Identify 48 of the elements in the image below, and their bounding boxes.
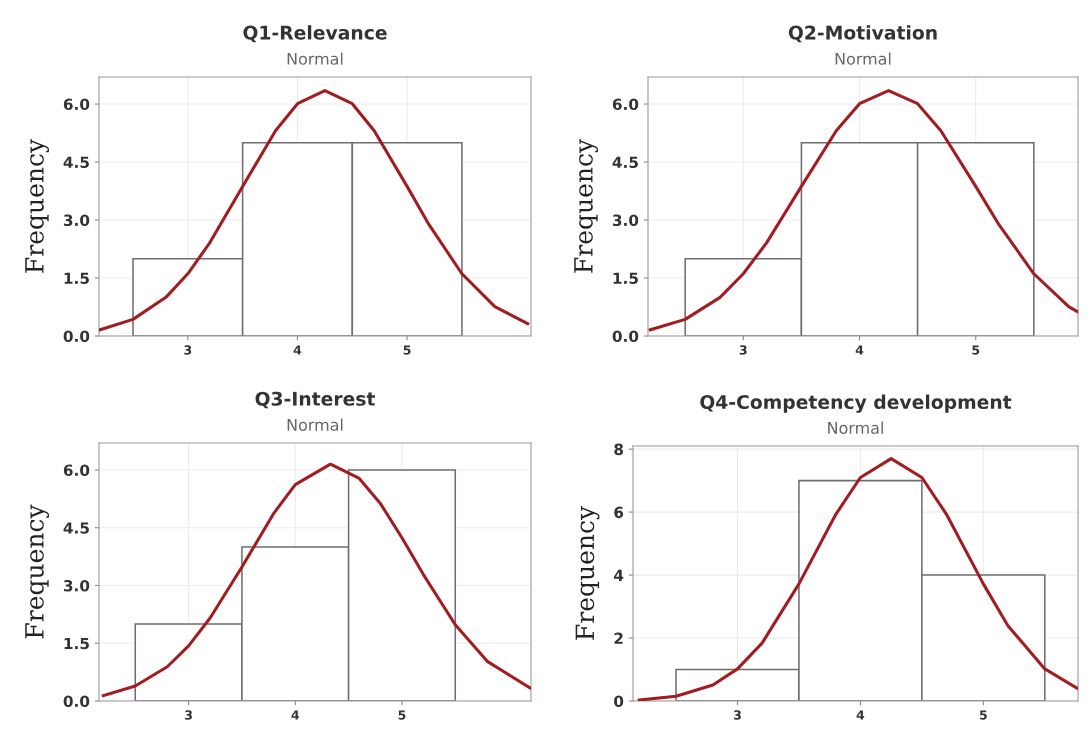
line-series [637,457,1078,701]
x-tick-label: 5 [403,345,411,355]
x-tick-label: 3 [733,710,741,720]
y-tick-label: 1.5 [64,637,89,650]
y-tick-label: 0.0 [63,330,90,343]
x-tick-label: 5 [979,710,987,720]
y-axis-title: Frequency [574,138,599,273]
chart-title: Q2-Motivation [788,25,937,43]
x-tick-label: 4 [856,710,865,720]
y-tick-label: 2 [614,632,623,644]
y-tick-label: 4.5 [612,156,638,169]
y-axis-title: Frequency [25,504,50,639]
x-tick-label: 4 [291,710,300,720]
chart-subtitle: Normal [287,418,343,431]
chart-subtitle: Normal [828,421,883,434]
chart-title: Q4-Competency development [700,394,1012,413]
y-tick-label: 1.5 [613,272,638,285]
y-tick-label: 6.0 [63,98,90,111]
x-tick-label: 3 [184,345,192,355]
y-tick-label: 3.0 [63,579,90,592]
y-tick-label: 3.0 [612,214,639,227]
line-series [99,89,530,332]
y-tick-label: 6.0 [612,98,639,111]
y-tick-label: 0 [614,695,624,708]
y-tick-label: 4.5 [63,522,89,534]
x-tick-label: 4 [855,345,864,355]
y-tick-label: 6.0 [63,464,90,476]
y-axis-title: Frequency [25,138,50,273]
x-tick-label: 4 [293,345,302,355]
chart-title: Q1-Relevance [243,25,387,43]
y-axis-title: Frequency [575,505,600,640]
chart-subtitle: Normal [835,52,891,65]
y-tick-label: 0.0 [63,695,90,708]
x-tick-label: 5 [398,710,406,720]
y-tick-label: 3.0 [63,214,90,227]
y-tick-label: 8 [614,443,624,456]
y-tick-label: 0.0 [612,330,639,343]
chart-subtitle: Normal [287,52,343,65]
x-tick-label: 3 [739,345,747,355]
y-tick-label: 4 [614,569,624,581]
x-tick-label: 5 [972,345,980,355]
y-tick-label: 1.5 [64,272,89,285]
y-tick-label: 6 [614,506,624,519]
x-tick-label: 3 [185,710,192,720]
line-series [648,89,1078,332]
y-tick-label: 4.5 [63,156,89,169]
chart-title: Q3-Interest [255,391,375,409]
line-series [101,462,531,698]
